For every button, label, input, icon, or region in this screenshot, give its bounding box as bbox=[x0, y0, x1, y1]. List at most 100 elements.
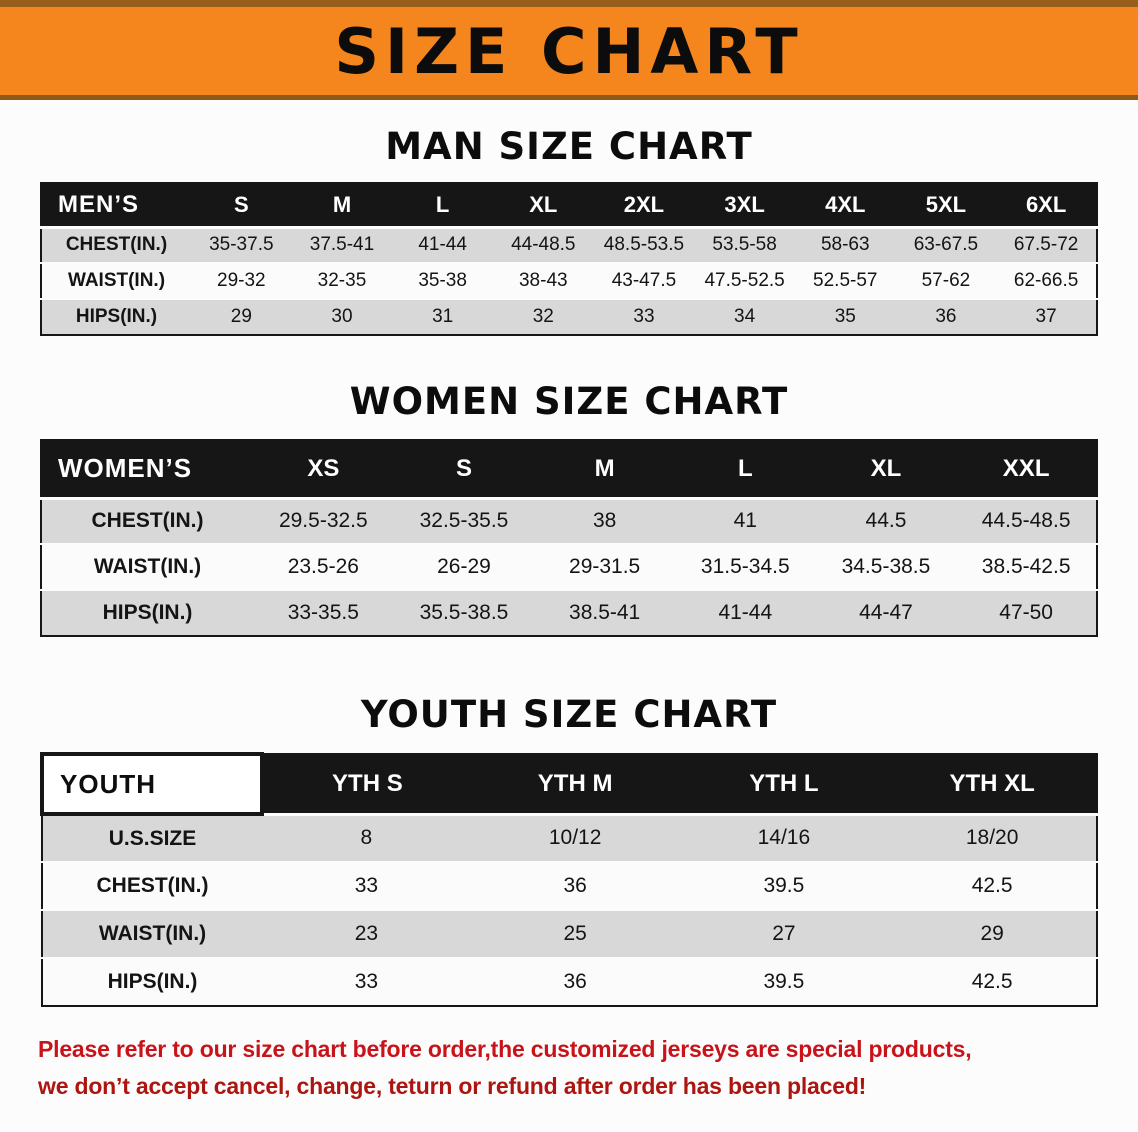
size-value-cell: 44-47 bbox=[859, 601, 913, 624]
size-column-header: L bbox=[392, 183, 493, 229]
youth-section-heading: YOUTH SIZE CHART bbox=[360, 693, 778, 736]
size-column-header: 4XL bbox=[794, 183, 896, 229]
row-label-cell: CHEST(IN.) bbox=[65, 234, 168, 256]
size-value-cell: 33 bbox=[354, 970, 379, 993]
size-value-cell: 37 bbox=[1035, 306, 1057, 327]
size-value-cell: 18/20 bbox=[965, 826, 1019, 850]
size-column-header: M bbox=[291, 183, 393, 229]
youth-size-section: YOUTH SIZE CHART YOUTH YTH S YTH M YTH L YTH… bbox=[0, 693, 1138, 1007]
size-value-cell: 34.5-38.5 bbox=[841, 555, 931, 578]
table-corner-label: YOUTH bbox=[40, 752, 264, 816]
row-label-cell: HIPS(IN.) bbox=[75, 306, 158, 327]
size-value-cell: 31 bbox=[432, 306, 454, 327]
men-size-section: MAN SIZE CHART MEN’S S M L XL 2XL 3XL 4XL 5XL 6XL… bbox=[0, 125, 1138, 336]
measurement-row: U.S.SIZE 8 10/12 14/16 18/20 bbox=[42, 814, 1097, 862]
size-column-header: YTH M bbox=[470, 754, 680, 816]
size-value-cell: 30 bbox=[331, 306, 353, 327]
size-value-cell: 52.5-57 bbox=[813, 270, 878, 291]
table-corner-label: WOMEN’S bbox=[41, 440, 253, 500]
size-value-cell: 29-31.5 bbox=[569, 555, 641, 578]
size-column-header: M bbox=[534, 440, 675, 500]
size-value-cell: 42.5 bbox=[971, 874, 1013, 897]
size-value-cell: 38 bbox=[592, 509, 617, 533]
row-label-cell: HIPS(IN.) bbox=[107, 970, 198, 993]
size-column-header: YTH L bbox=[679, 754, 889, 816]
size-value-cell: 36 bbox=[935, 306, 957, 327]
size-value-cell: 29-32 bbox=[217, 270, 266, 291]
size-value-cell: 33 bbox=[633, 306, 655, 327]
size-value-cell: 33-35.5 bbox=[287, 601, 359, 624]
row-label-cell: HIPS(IN.) bbox=[102, 601, 193, 624]
size-value-cell: 35.5-38.5 bbox=[419, 601, 509, 624]
measurement-row: CHEST(IN.) 35-37.5 37.5-41 41-44 44-48.5 48.5… bbox=[41, 227, 1097, 263]
size-column-header: XS bbox=[253, 440, 394, 500]
measurement-row: CHEST(IN.) 29.5-32.5 32.5-35.5 38 41 44.5 44.5… bbox=[41, 498, 1097, 544]
size-value-cell: 32 bbox=[532, 306, 554, 327]
measurement-row: HIPS(IN.) 33 36 39.5 42.5 bbox=[42, 958, 1097, 1006]
size-column-header: XL bbox=[492, 183, 594, 229]
disclaimer-note: Please refer to our size chart before or… bbox=[38, 1031, 1100, 1105]
size-value-cell: 58-63 bbox=[820, 234, 870, 256]
size-value-cell: 44-48.5 bbox=[511, 234, 576, 256]
size-value-cell: 14/16 bbox=[757, 826, 811, 850]
size-column-header: S bbox=[191, 183, 292, 229]
size-column-header: YTH XL bbox=[888, 754, 1097, 816]
measurement-row: HIPS(IN.) 29 30 31 32 33 34 35 36 37 bbox=[41, 299, 1097, 335]
size-value-cell: 31.5-34.5 bbox=[700, 555, 790, 578]
disclaimer-line-1: Please refer to our size chart before or… bbox=[38, 1036, 972, 1062]
size-value-cell: 25 bbox=[563, 922, 587, 945]
size-value-cell: 23.5-26 bbox=[287, 555, 359, 578]
men-section-heading: MAN SIZE CHART bbox=[385, 125, 753, 168]
size-value-cell: 35-38 bbox=[418, 270, 467, 291]
row-label-cell: U.S.SIZE bbox=[108, 826, 197, 850]
size-value-cell: 44.5 bbox=[865, 509, 907, 533]
size-value-cell: 23 bbox=[354, 922, 379, 945]
row-label-cell: WAIST(IN.) bbox=[98, 922, 207, 945]
size-value-cell: 32-35 bbox=[317, 270, 367, 291]
size-value-cell: 47-50 bbox=[999, 601, 1053, 624]
table-header-row: WOMEN’S XS S M L XL XXL bbox=[41, 440, 1097, 500]
size-value-cell: 35 bbox=[834, 306, 856, 327]
poster-title: SIZE CHART bbox=[334, 14, 804, 88]
size-value-cell: 53.5-58 bbox=[712, 234, 777, 256]
measurement-row: WAIST(IN.) 23 25 27 29 bbox=[42, 910, 1097, 958]
size-column-header: L bbox=[674, 440, 816, 500]
size-value-cell: 35-37.5 bbox=[209, 234, 274, 256]
size-column-header: S bbox=[393, 440, 535, 500]
size-value-cell: 39.5 bbox=[763, 970, 805, 993]
size-value-cell: 39.5 bbox=[763, 874, 805, 897]
size-value-cell: 41 bbox=[733, 509, 757, 533]
women-section-heading: WOMEN SIZE CHART bbox=[349, 380, 789, 423]
size-value-cell: 29 bbox=[980, 922, 1004, 945]
size-value-cell: 38-43 bbox=[518, 270, 568, 291]
size-value-cell: 36 bbox=[563, 874, 587, 897]
row-label-cell: WAIST(IN.) bbox=[67, 270, 166, 291]
size-column-header: XXL bbox=[956, 440, 1097, 500]
size-column-header: YTH S bbox=[262, 754, 471, 816]
row-label-cell: WAIST(IN.) bbox=[93, 555, 202, 578]
row-label-cell: CHEST(IN.) bbox=[96, 874, 209, 897]
size-value-cell: 26-29 bbox=[437, 555, 491, 578]
women-size-section: WOMEN SIZE CHART WOMEN’S XS S M L XL XXL CHEST(… bbox=[0, 380, 1138, 637]
size-value-cell: 47.5-52.5 bbox=[704, 270, 785, 291]
measurement-row: HIPS(IN.) 33-35.5 35.5-38.5 38.5-41 41-44 44-… bbox=[41, 590, 1097, 636]
size-value-cell: 44.5-48.5 bbox=[981, 509, 1071, 533]
womens-size-table: WOMEN’S XS S M L XL XXL CHEST(IN.) 29.5-32.5 32.5… bbox=[40, 439, 1098, 637]
size-value-cell: 10/12 bbox=[548, 826, 602, 850]
title-banner: SIZE CHART bbox=[0, 0, 1138, 100]
size-value-cell: 34 bbox=[734, 306, 756, 327]
size-column-header: 3XL bbox=[694, 183, 795, 229]
size-value-cell: 29 bbox=[230, 306, 252, 327]
size-value-cell: 36 bbox=[563, 970, 587, 993]
size-value-cell: 43-47.5 bbox=[611, 270, 677, 291]
size-value-cell: 38.5-42.5 bbox=[981, 555, 1071, 578]
size-value-cell: 29.5-32.5 bbox=[278, 509, 368, 533]
size-value-cell: 33 bbox=[354, 874, 379, 897]
disclaimer-line-2: we don’t accept cancel, change, teturn o… bbox=[38, 1072, 867, 1099]
measurement-row: CHEST(IN.) 33 36 39.5 42.5 bbox=[42, 862, 1097, 910]
size-value-cell: 48.5-53.5 bbox=[603, 234, 685, 256]
measurement-row: WAIST(IN.) 29-32 32-35 35-38 38-43 43-47.5 47.… bbox=[41, 263, 1097, 299]
size-column-header: 5XL bbox=[895, 183, 997, 229]
size-value-cell: 42.5 bbox=[971, 970, 1013, 993]
